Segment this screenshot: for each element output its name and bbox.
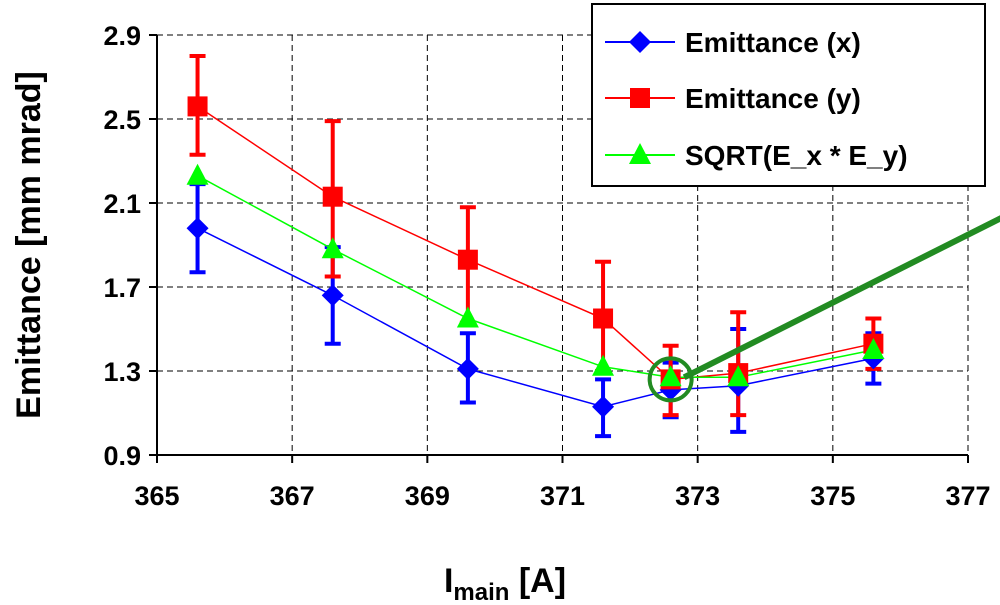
- data-point-square: [322, 186, 343, 207]
- x-axis-title-main: I: [444, 562, 453, 600]
- data-point-triangle: [592, 354, 615, 376]
- legend-marker-diamond: [629, 31, 651, 53]
- x-axis-title: Imain [A]: [444, 562, 566, 605]
- x-axis-title-sub: main: [453, 579, 509, 605]
- legend: Emittance (x) Emittance (y) SQRT(E_x * E…: [591, 3, 986, 187]
- data-point-square: [457, 249, 478, 270]
- data-point-diamond: [186, 217, 209, 240]
- x-axis-title-unit: [A]: [509, 562, 566, 600]
- legend-marker-square: [630, 88, 650, 108]
- legend-marker-triangle: [629, 143, 651, 164]
- data-point-triangle: [321, 237, 344, 259]
- x-tick-label: 369: [405, 481, 450, 511]
- legend-item-x: Emittance (x): [605, 27, 861, 58]
- data-point-diamond: [592, 395, 615, 418]
- y-tick-label: 0.9: [103, 441, 141, 471]
- y-tick-label: 2.5: [103, 105, 141, 135]
- series-line: [197, 227, 874, 408]
- legend-item-sqrt: SQRT(E_x * E_y): [605, 140, 908, 171]
- data-point-triangle: [862, 338, 885, 359]
- data-point-square: [187, 96, 208, 117]
- legend-label-sqrt: SQRT(E_x * E_y): [685, 140, 908, 171]
- legend-label-x: Emittance (x): [685, 27, 861, 58]
- x-tick-label: 375: [810, 481, 855, 511]
- y-tick-label: 1.3: [103, 357, 141, 387]
- data-point-triangle: [659, 365, 682, 387]
- data-point-diamond: [321, 284, 344, 307]
- x-tick-label: 377: [945, 481, 990, 511]
- data-point-triangle: [186, 163, 209, 185]
- series-line: [197, 175, 874, 379]
- highlight-circle: [647, 356, 694, 403]
- x-tick-label: 365: [134, 481, 179, 511]
- axes: [149, 34, 969, 463]
- legend-label-y: Emittance (y): [685, 83, 861, 114]
- x-tick-label: 373: [675, 481, 720, 511]
- data-point-square: [593, 308, 614, 329]
- data-point-triangle: [727, 365, 750, 387]
- tick-labels: 0.9 1.3 1.7 2.1 2.5 2.9 365 367 369 371 373 375 377: [103, 21, 990, 511]
- annotation-line: [682, 215, 1000, 380]
- y-tick-label: 2.1: [103, 189, 141, 219]
- data-point-triangle: [456, 306, 479, 328]
- annotations: [647, 215, 1000, 403]
- legend-item-y: Emittance (y): [605, 83, 861, 114]
- x-tick-label: 367: [270, 481, 315, 511]
- series-layer: [186, 54, 885, 439]
- y-axis-title: Emittance [mm mrad]: [10, 71, 48, 419]
- data-point-diamond: [456, 357, 479, 380]
- x-tick-label: 371: [540, 481, 585, 511]
- y-tick-label: 2.9: [103, 21, 141, 51]
- y-tick-label: 1.7: [103, 273, 141, 303]
